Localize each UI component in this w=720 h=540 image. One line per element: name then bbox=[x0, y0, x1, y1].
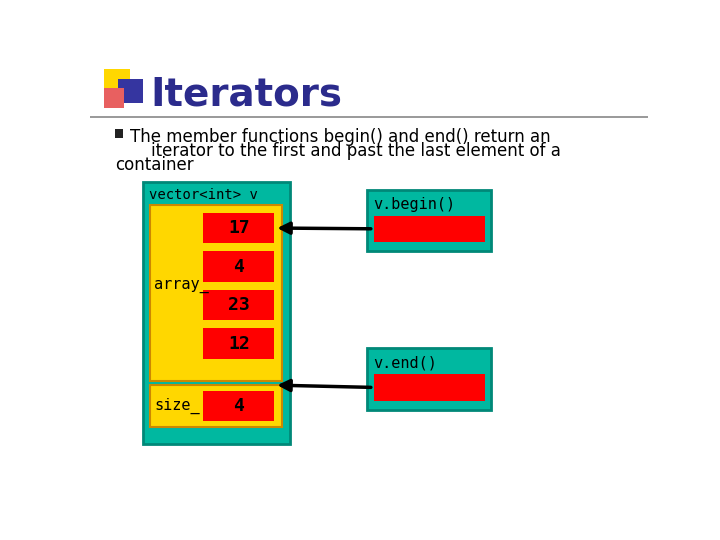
Bar bbox=[203, 251, 274, 282]
Text: 12: 12 bbox=[228, 335, 250, 353]
Bar bbox=[203, 390, 274, 421]
Bar bbox=[374, 215, 485, 242]
Bar bbox=[104, 69, 130, 95]
Bar bbox=[203, 289, 274, 320]
Text: vector<int> v: vector<int> v bbox=[149, 188, 258, 202]
Text: array_: array_ bbox=[154, 278, 209, 293]
Bar bbox=[367, 348, 492, 410]
Text: The member functions begin() and end() return an: The member functions begin() and end() r… bbox=[130, 128, 551, 146]
Bar bbox=[114, 130, 123, 138]
Text: Iterators: Iterators bbox=[150, 75, 343, 113]
Bar bbox=[143, 182, 290, 444]
Text: v.begin(): v.begin() bbox=[374, 197, 456, 212]
Text: 4: 4 bbox=[233, 397, 244, 415]
Bar bbox=[367, 190, 492, 251]
Bar bbox=[104, 88, 124, 108]
Bar bbox=[374, 374, 485, 401]
Text: 23: 23 bbox=[228, 296, 250, 314]
Bar bbox=[203, 213, 274, 244]
Text: 17: 17 bbox=[228, 219, 250, 237]
Bar bbox=[150, 385, 282, 427]
Bar bbox=[150, 205, 282, 381]
Text: v.end(): v.end() bbox=[374, 356, 438, 371]
Text: container: container bbox=[114, 157, 194, 174]
Bar bbox=[118, 79, 143, 103]
Bar bbox=[203, 328, 274, 359]
Text: iterator to the first and past the last element of a: iterator to the first and past the last … bbox=[130, 142, 561, 160]
Text: size_: size_ bbox=[154, 398, 200, 414]
Text: 4: 4 bbox=[233, 258, 244, 275]
